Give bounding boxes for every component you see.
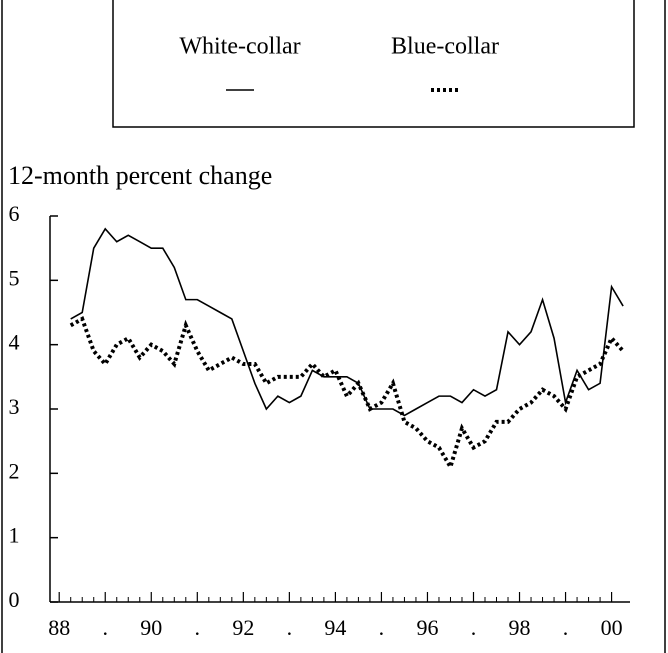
y-tick-label: 2 xyxy=(9,458,20,483)
y-tick-label: 0 xyxy=(9,587,20,612)
y-axis-label: 12-month percent change xyxy=(8,161,272,190)
legend-label: Blue-collar xyxy=(391,34,499,60)
y-tick-label: 5 xyxy=(9,265,20,290)
legend-label: White-collar xyxy=(179,34,300,60)
y-tick-label: 4 xyxy=(9,330,20,355)
x-tick-label: 90 xyxy=(140,615,162,640)
x-tick-label: . xyxy=(563,615,569,640)
series-line xyxy=(69,316,625,472)
x-tick-label: 88 xyxy=(48,615,70,640)
x-tick-label: 00 xyxy=(601,615,623,640)
series-line xyxy=(70,227,624,417)
legend-box xyxy=(112,0,635,128)
x-tick-label: 94 xyxy=(324,615,346,640)
x-tick-label: 98 xyxy=(509,615,531,640)
y-tick-label: 6 xyxy=(9,201,20,226)
x-tick-label: 92 xyxy=(232,615,254,640)
x-tick-label: . xyxy=(195,615,201,640)
x-tick-label: . xyxy=(287,615,293,640)
x-tick-label: 96 xyxy=(416,615,438,640)
y-tick-label: 1 xyxy=(9,523,20,548)
x-tick-label: . xyxy=(102,615,108,640)
x-tick-label: . xyxy=(379,615,385,640)
x-tick-label: . xyxy=(471,615,477,640)
y-tick-label: 3 xyxy=(9,394,20,419)
